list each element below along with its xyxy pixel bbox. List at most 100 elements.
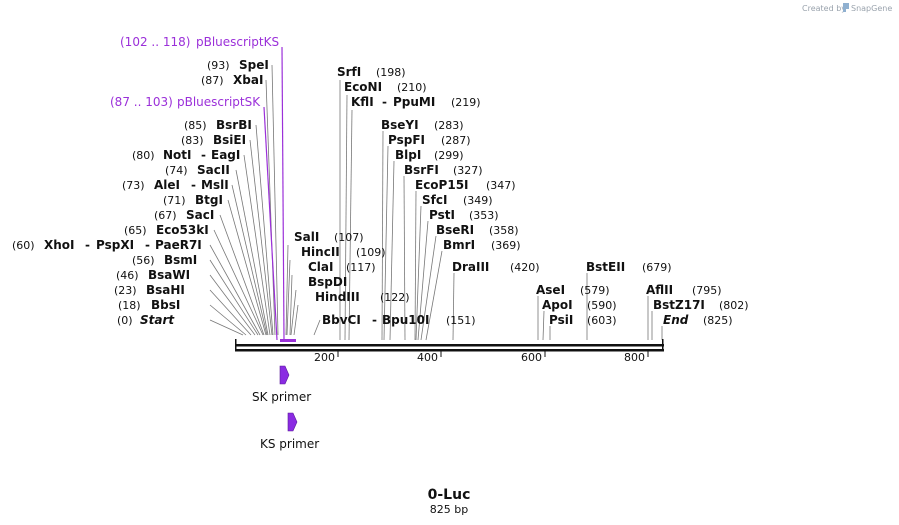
site-srfi[interactable]: SrfI (198) [337,65,406,79]
site-xbai[interactable]: (87) XbaI [201,73,263,87]
site-sfci[interactable]: SfcI (349) [422,193,493,207]
site-bsrfi[interactable]: BsrFI (327) [404,163,483,177]
site-name: EcoNI [344,80,382,94]
axis-tick-label: 800 [624,351,645,364]
site-bsawi[interactable]: (46) BsaWI [116,268,190,282]
site-ecop15i[interactable]: EcoP15I (347) [415,178,516,192]
site-position: (65) [124,224,147,237]
site-name: SacI [186,208,214,222]
site-bseri[interactable]: BseRI (358) [436,223,519,237]
site-position: (299) [434,149,464,162]
site-name: BbvCI [322,313,361,327]
map-title: 0-Luc [428,487,471,503]
axis: 200 400 600 800 [314,351,649,364]
site-end[interactable]: End (825) [663,313,733,327]
site-position: (219) [451,96,481,109]
site-aflii[interactable]: AflII (795) [646,283,722,297]
site-position: (23) [114,284,137,297]
primer-ks[interactable]: KS primer [260,412,319,451]
site-position: (122) [380,291,410,304]
site-econi[interactable]: EcoNI (210) [344,80,427,94]
site-bbsi[interactable]: (18) BbsI [118,298,180,312]
site-psii[interactable]: PsiI (603) [549,313,617,327]
site-name: AflII [646,283,673,297]
site-hincii[interactable]: HincII (109) [301,245,386,259]
site-bspdi[interactable]: BspDI [308,275,347,289]
site-name: BsaHI [146,283,185,297]
snapgene-brand-text[interactable]: SnapGene [851,4,892,13]
site-name: BlpI [395,148,421,162]
site-name: AleI [154,178,180,192]
site-name: SalI [294,230,319,244]
site-saci[interactable]: (67) SacI [154,208,214,222]
site-bsahi[interactable]: (23) BsaHI [114,283,185,297]
site-draiii[interactable]: DraIII (420) [452,260,540,274]
feature-range: (87 .. 103) [110,95,173,109]
site-blpi[interactable]: BlpI (299) [395,148,464,162]
site-bsrbi[interactable]: (85) BsrBI [184,118,252,132]
site-pspfi[interactable]: PspFI (287) [388,133,471,147]
svg-text:-: - [145,238,150,252]
primer-sk[interactable]: SK primer [252,365,311,404]
site-sacii[interactable]: (74) SacII [165,163,230,177]
site-kfli[interactable]: KflI - PpuMI (219) [351,95,481,109]
site-apoi[interactable]: ApoI (590) [542,298,617,312]
site-sali[interactable]: SalI (107) [294,230,364,244]
svg-text:-: - [85,238,90,252]
site-noti[interactable]: (80) NotI - EagI [132,148,240,162]
site-position: (679) [642,261,672,274]
site-name: BmrI [443,238,475,252]
site-name: DraIII [452,260,489,274]
site-name: End [663,313,689,327]
site-asei[interactable]: AseI (579) [536,283,610,297]
site-eco53ki[interactable]: (65) Eco53kI [124,223,209,237]
site-position: (71) [163,194,186,207]
site-start[interactable]: (0) Start [117,313,175,327]
site-position: (151) [446,314,476,327]
site-hindiii[interactable]: HindIII (122) [315,290,410,304]
site-name: HindIII [315,290,360,304]
site-clai[interactable]: ClaI (117) [308,260,376,274]
site-psti[interactable]: PstI (353) [429,208,499,222]
sequence-backbone[interactable] [235,339,664,352]
axis-tick-label: 400 [417,351,438,364]
site-name: BstZ17I [653,298,705,312]
site-name: SrfI [337,65,361,79]
site-bbvci[interactable]: BbvCI - Bpu10I (151) [322,313,476,327]
site-position: (283) [434,119,464,132]
site-name: PaeR7I [155,238,202,252]
map-length: 825 bp [430,503,468,516]
site-bmri[interactable]: BmrI (369) [443,238,521,252]
site-name: Bpu10I [382,313,429,327]
site-name: NotI [163,148,192,162]
site-bstz17i[interactable]: BstZ17I (802) [653,298,749,312]
feature-pbluescriptsk[interactable]: (87 .. 103) pBluescriptSK [110,95,261,109]
site-position: (87) [201,74,224,87]
site-spei[interactable]: (93) SpeI [207,58,269,72]
site-position: (358) [489,224,519,237]
site-position: (56) [132,254,155,267]
site-name: MslI [201,178,229,192]
axis-tick-label: 200 [314,351,335,364]
primer-arrow-icon [287,412,298,432]
site-name: Start [140,313,175,327]
site-name: PspXI [96,238,134,252]
site-alei[interactable]: (73) AleI - MslI [122,178,229,192]
site-bsteii[interactable]: BstEII (679) [586,260,672,274]
site-name: PspFI [388,133,425,147]
site-xhoi[interactable]: (60) XhoI - PspXI - PaeR7I [12,238,202,252]
site-btgi[interactable]: (71) BtgI [163,193,223,207]
site-position: (353) [469,209,499,222]
feature-name: pBluescriptKS [196,35,279,49]
site-name: BsrBI [216,118,252,132]
site-bsiei[interactable]: (83) BsiEI [181,133,246,147]
site-name: SfcI [422,193,447,207]
site-position: (109) [356,246,386,259]
site-position: (67) [154,209,177,222]
site-bsmi[interactable]: (56) BsmI [132,253,197,267]
site-position: (327) [453,164,483,177]
leader-lines [209,64,663,341]
feature-pbluescriptks[interactable]: (102 .. 118) pBluescriptKS [120,35,279,49]
site-bseyi[interactable]: BseYI (283) [381,118,464,132]
